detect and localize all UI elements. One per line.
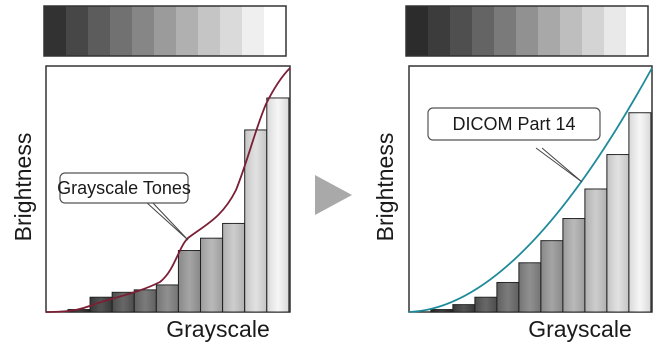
right-strip-cell (626, 6, 649, 56)
left-strip-cell (44, 6, 67, 56)
left-bar-shading (222, 223, 245, 312)
left-strip-border (43, 5, 287, 57)
left-bar-shading (200, 238, 223, 312)
left-bar-shading (134, 289, 157, 312)
right-bar-shading (628, 112, 651, 313)
left-callout-label: Grayscale Tones (57, 178, 191, 198)
right-callout-leader-2 (541, 147, 583, 183)
left-callout-leader (145, 201, 189, 241)
left-bar-shading (266, 97, 289, 312)
right-bar-shading (518, 262, 541, 312)
left-strip-cell (132, 6, 155, 56)
right-strip-cell (582, 6, 605, 56)
left-panel: Grayscale Tones Brightness Grayscale (10, 5, 291, 342)
right-strip-cell (406, 6, 429, 56)
right-strip-cell (494, 6, 517, 56)
right-strip-cell (450, 6, 473, 56)
right-bar-shading (562, 218, 585, 312)
left-strip-cell (154, 6, 177, 56)
right-strip-border (405, 5, 649, 57)
left-bar-shading (244, 129, 267, 312)
left-strip-cell (66, 6, 89, 56)
right-x-axis-label: Grayscale (528, 316, 632, 342)
right-bar-shading (452, 304, 475, 312)
left-bar-shading (156, 284, 179, 312)
left-strip-cell (220, 6, 243, 56)
left-callout-box (59, 172, 189, 204)
left-grayscale-strip (44, 6, 287, 56)
left-strip-cell (242, 6, 265, 56)
right-strip-cell (428, 6, 451, 56)
transition-arrow (315, 175, 352, 215)
right-bars (430, 112, 652, 313)
right-strip-cell (604, 6, 627, 56)
right-dicom-curve (408, 67, 653, 313)
right-bar-shading (606, 154, 629, 312)
right-callout-leader (535, 147, 583, 183)
right-callout-label: DICOM Part 14 (452, 114, 575, 134)
left-bar-shading (178, 250, 201, 312)
right-strip-cell (516, 6, 539, 56)
left-strip-cell (110, 6, 133, 56)
right-strip-cell (538, 6, 561, 56)
right-strip-cell (560, 6, 583, 56)
right-bar-shading (540, 240, 563, 312)
left-y-axis-label: Brightness (10, 133, 36, 242)
right-bar-shading (496, 282, 519, 312)
right-bar-shading (584, 189, 607, 312)
right-bar-shading (430, 309, 453, 312)
right-bar-shading (474, 297, 497, 312)
left-x-axis-label: Grayscale (166, 316, 270, 342)
right-strip-cell (472, 6, 495, 56)
left-strip-cell (176, 6, 199, 56)
right-grayscale-strip (406, 6, 649, 56)
left-strip-cell (198, 6, 221, 56)
left-grayscale-curve (45, 67, 291, 313)
left-bars (67, 97, 290, 313)
left-strip-cell (88, 6, 111, 56)
right-panel: DICOM Part 14 Brightness Grayscale (372, 5, 653, 342)
left-callout-leader-2 (151, 201, 189, 241)
right-callout-box (427, 107, 601, 141)
left-strip-cell (264, 6, 287, 56)
right-y-axis-label: Brightness (372, 133, 398, 242)
left-bar-shading (67, 309, 91, 312)
